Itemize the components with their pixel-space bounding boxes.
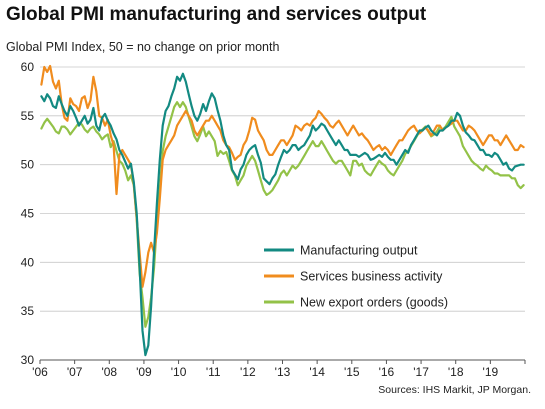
x-tick-label: '17 <box>413 365 429 379</box>
x-tick-label: '13 <box>275 365 291 379</box>
y-tick-label: 45 <box>21 207 35 221</box>
x-tick-label: '12 <box>240 365 256 379</box>
series-lines <box>40 64 525 357</box>
x-tick-label: '06 <box>32 365 48 379</box>
x-tick-label: '09 <box>136 365 152 379</box>
x-axis-ticks: '06 '07 '08 '09 '10 '11 '12 '13 '14 '15 '16 '17 '18 '… <box>32 359 526 379</box>
x-tick-label: '08 <box>101 365 117 379</box>
chart-title: Global PMI manufacturing and services ou… <box>6 4 427 25</box>
y-tick-label: 35 <box>21 304 35 318</box>
y-axis-ticks: 30 35 40 45 50 55 60 <box>21 60 35 367</box>
legend-label: Manufacturing output <box>300 244 418 258</box>
gridlines <box>40 66 525 361</box>
chart-subtitle: Global PMI Index, 50 = no change on prio… <box>6 40 280 54</box>
legend: Manufacturing output Services business ac… <box>264 244 448 310</box>
legend-label: New export orders (goods) <box>300 296 448 310</box>
source-note: Sources: IHS Markit, JP Morgan. <box>378 384 531 396</box>
x-tick-label: '15 <box>344 365 360 379</box>
x-tick-label: '14 <box>309 365 325 379</box>
y-tick-label: 60 <box>21 60 35 74</box>
y-tick-label: 40 <box>21 255 35 269</box>
x-tick-label: '19 <box>483 365 499 379</box>
x-tick-label: '11 <box>206 365 221 379</box>
y-tick-label: 55 <box>21 109 35 123</box>
x-tick-label: '18 <box>448 365 464 379</box>
x-tick-label: '10 <box>171 365 187 379</box>
y-tick-label: 50 <box>21 158 35 172</box>
x-tick-label: '07 <box>67 365 83 379</box>
y-tick-label: 30 <box>21 353 35 367</box>
series-line-manufacturing-output <box>40 72 525 357</box>
x-tick-label: '16 <box>379 365 395 379</box>
legend-label: Services business activity <box>300 270 443 284</box>
series-line-services-business-activity <box>40 64 525 288</box>
